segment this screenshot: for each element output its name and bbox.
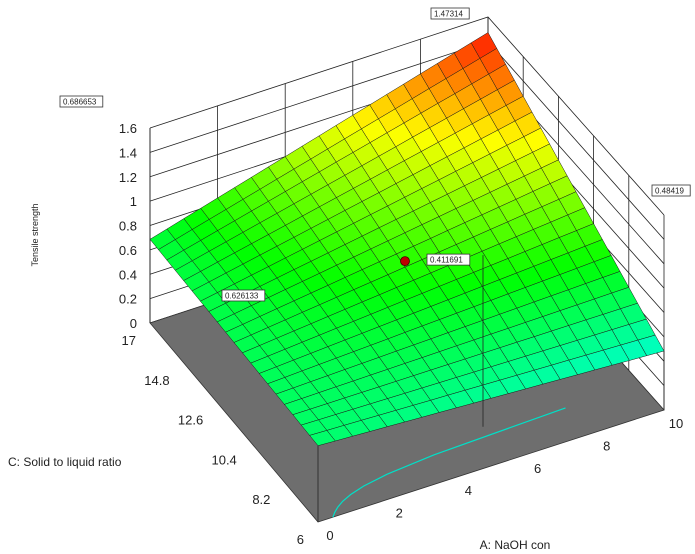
design-point-label-box (426, 253, 471, 266)
z-tick-label: 1 (130, 194, 137, 209)
y-tick-label: 8.2 (252, 492, 270, 507)
x-tick-label: 4 (465, 483, 472, 498)
x-axis-label: A: NaOH con (480, 538, 551, 552)
x-tick-label: 2 (396, 506, 403, 521)
design-point-label: 0.411691 (430, 256, 463, 265)
design-point-marker (400, 256, 410, 267)
z-tick-label: 0 (130, 316, 137, 331)
surface-cell (309, 430, 336, 446)
z-tick-label: 1.2 (119, 170, 137, 185)
corner-value-label-box (651, 184, 691, 197)
design-point-group (400, 255, 484, 427)
z-tick-label: 1.4 (119, 145, 137, 160)
y-tick-label: 10.4 (211, 452, 236, 467)
y-tick-label: 17 (122, 333, 136, 348)
corner-value-label-box (59, 95, 104, 108)
z-tick-label: 0.2 (119, 292, 137, 307)
z-tick-label: 0.4 (119, 267, 137, 282)
y-tick-label: 12.6 (178, 413, 203, 428)
corner-value-label-box (430, 7, 470, 20)
value-annotations: 1.47314 0.686653 0.48419 0.626133 0.411691 (59, 7, 691, 302)
contour-line (332, 407, 566, 518)
z-tick-label: 0.8 (119, 219, 137, 234)
z-tick-label: 0.6 (119, 243, 137, 258)
z-axis-label: Tensile strength (30, 203, 40, 266)
y-tick-label: 14.8 (144, 373, 169, 388)
corner-value-label: 0.48419 (655, 187, 684, 196)
corner-value-label-box (221, 289, 266, 302)
x-tick-label: 10 (669, 416, 683, 431)
corner-value-label: 1.47314 (434, 10, 463, 19)
corner-value-label: 0.686653 (63, 98, 97, 107)
axis-ticks: 0 0.2 0.4 0.6 0.8 1 1.2 1.4 1.6 0 2 4 6 8 10 6 8.2 10.4 12… (119, 121, 683, 547)
corner-value-label: 0.626133 (225, 292, 259, 301)
x-tick-label: 8 (603, 438, 610, 453)
x-tick-label: 6 (534, 461, 541, 476)
y-axis-label: C: Solid to liquid ratio (8, 455, 122, 469)
y-tick-label: 6 (297, 532, 304, 547)
surface-mesh (149, 32, 665, 446)
x-tick-label: 0 (326, 528, 333, 543)
z-tick-label: 1.6 (119, 121, 137, 136)
